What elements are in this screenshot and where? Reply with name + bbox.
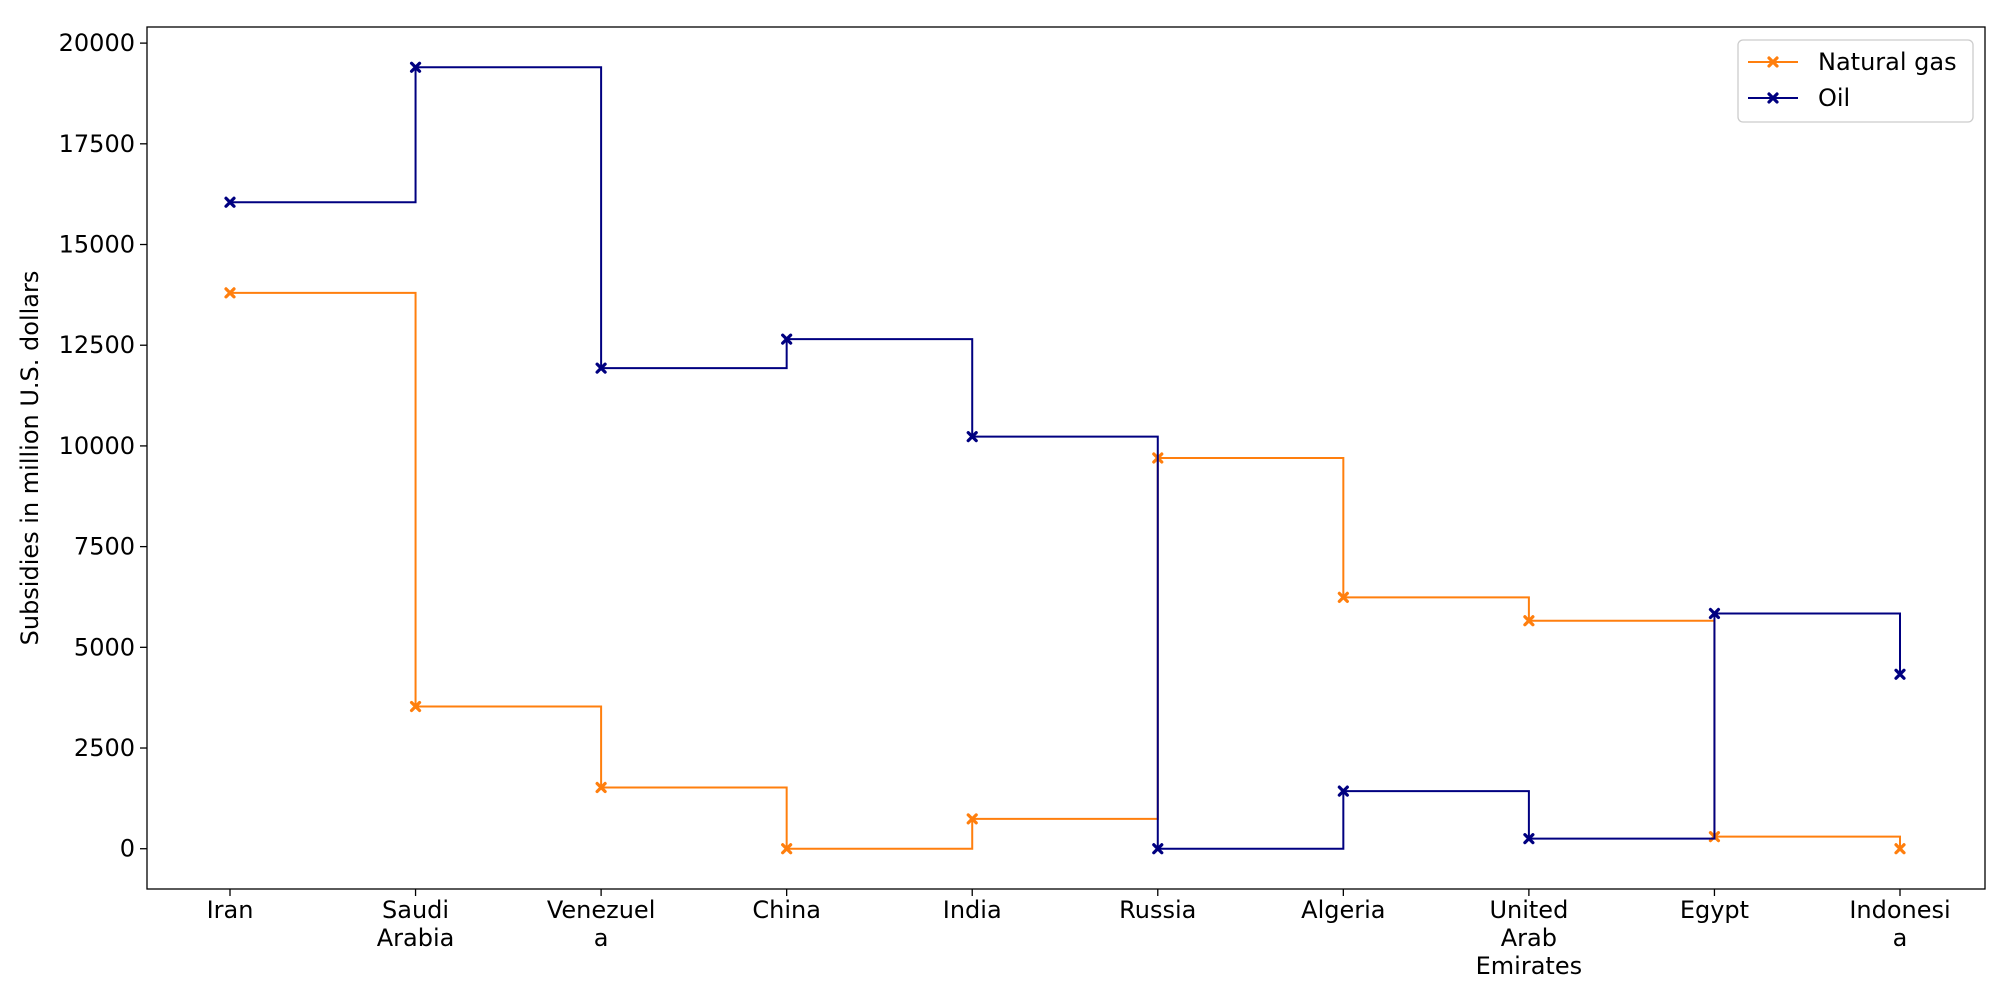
data-point [1152,843,1164,855]
data-point [1523,615,1535,627]
y-tick-label: 20000 [59,29,135,57]
data-point [1337,591,1349,603]
data-point [1523,833,1535,845]
series-oil [224,61,1906,855]
data-point [1894,843,1906,855]
x-tick-label: a [594,924,609,952]
x-tick-label: Venezuel [547,896,656,924]
y-axis: 0 2500 5000 7500 10000 12500 15000 17500 20000 [59,29,147,863]
x-tick-label: a [1893,924,1908,952]
data-point [1894,668,1906,680]
data-point [595,781,607,794]
y-tick-label: 17500 [59,130,135,158]
x-tick-label: China [752,896,821,924]
y-tick-label: 2500 [74,734,135,762]
series-layer [224,61,1906,855]
series-line [230,66,1901,850]
y-tick-label: 7500 [74,533,135,561]
x-tick-label: Russia [1119,896,1196,924]
y-axis-title: Subsidies in million U.S. dollars [16,271,44,646]
y-tick-label: 0 [120,835,135,863]
data-point [1708,607,1721,620]
legend-box [1737,39,1974,123]
data-point [409,700,422,713]
legend-swatch-marker [1767,56,1779,68]
plot-area [146,26,1986,890]
y-tick-label: 5000 [74,633,135,661]
series-natural-gas [224,287,1906,855]
data-point [224,196,236,208]
x-tick-label: Emirates [1476,952,1582,980]
data-point [966,813,978,825]
data-point [224,287,236,299]
legend-swatch-marker [1767,92,1779,104]
series-line [230,291,1901,850]
x-tick-label: Egypt [1680,896,1749,924]
y-tick-label: 12500 [59,331,135,359]
y-tick-label: 10000 [59,432,135,460]
x-tick-label: India [943,896,1002,924]
x-tick-label: Indonesi [1849,896,1950,924]
x-tick-label: Arabia [377,924,455,952]
data-point [409,61,422,73]
x-tick-label: Arab [1501,924,1557,952]
data-point [595,362,607,374]
x-tick-label: United [1489,896,1568,924]
legend-label: Oil [1818,84,1850,112]
legend-label: Natural gas [1818,48,1957,76]
x-tick-label: Algeria [1301,896,1385,924]
y-tick-label: 15000 [59,231,135,259]
data-point [1337,785,1349,797]
x-tick-label: Iran [207,896,254,924]
x-tick-label: Saudi [382,896,449,924]
data-point [781,333,793,345]
legend: Natural gas Oil [1737,39,1974,123]
data-point [781,843,793,855]
data-point [966,431,978,443]
